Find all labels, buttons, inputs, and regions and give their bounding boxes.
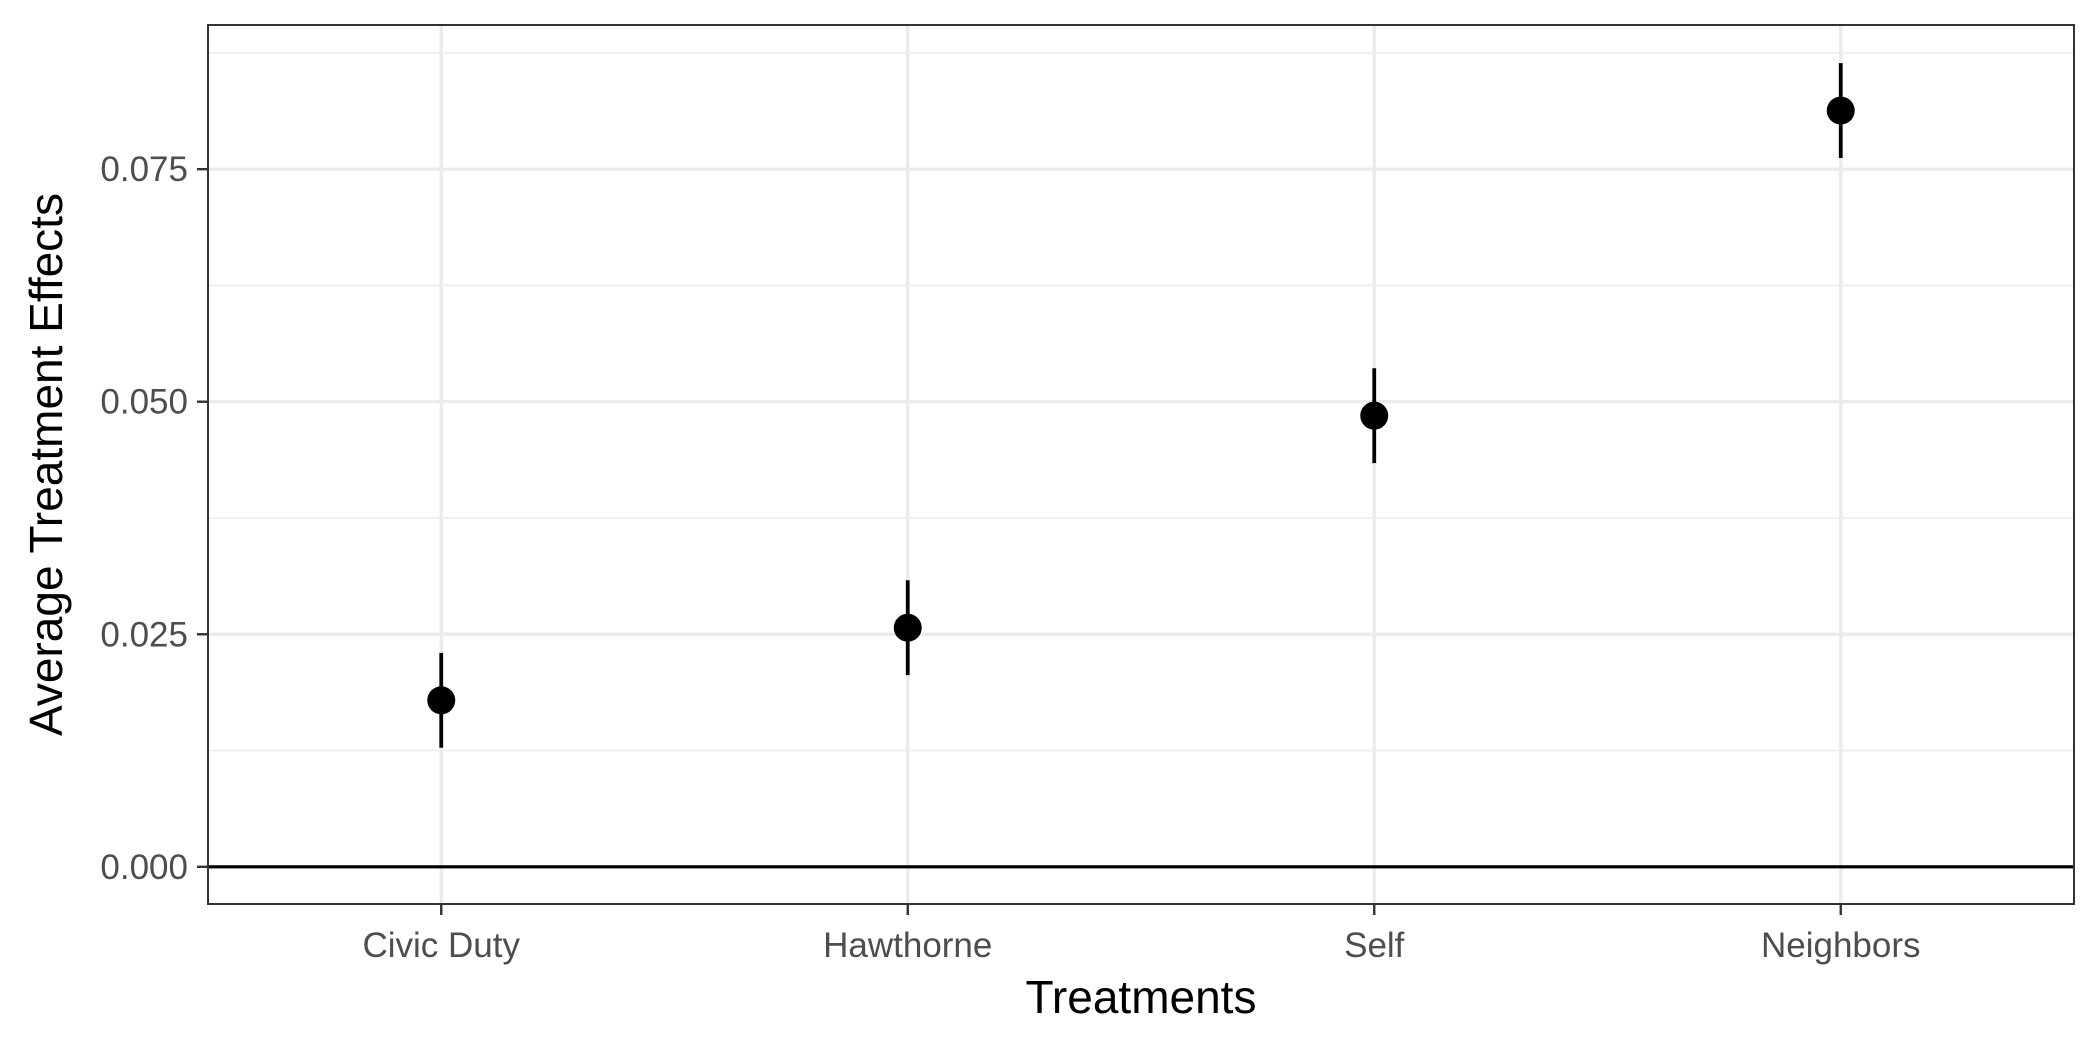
minor-gridlines: [208, 52, 2074, 752]
data-point: [1360, 401, 1389, 430]
x-tick-label: Neighbors: [1761, 926, 1921, 965]
y-tick-label: 0.000: [100, 848, 188, 887]
x-axis: Civic Duty Hawthorne Self Neighbors: [362, 904, 1921, 965]
panel-border: [207, 24, 2075, 905]
y-tick-label: 0.050: [100, 383, 188, 422]
data-point: [1826, 96, 1855, 125]
x-axis-title: Treatments: [1026, 971, 1257, 1023]
y-tick-label: 0.025: [100, 615, 188, 654]
x-tick-label: Hawthorne: [823, 926, 992, 965]
x-tick-label: Self: [1344, 926, 1405, 965]
y-tick-label: 0.075: [100, 150, 188, 189]
data-point: [427, 686, 456, 715]
x-tick-label: Civic Duty: [362, 926, 520, 965]
y-axis-title: Average Treatment Effects: [20, 193, 72, 736]
data-marks: [427, 63, 1855, 748]
y-axis: 0.000 0.025 0.050 0.075: [100, 150, 208, 887]
data-point: [893, 613, 922, 642]
